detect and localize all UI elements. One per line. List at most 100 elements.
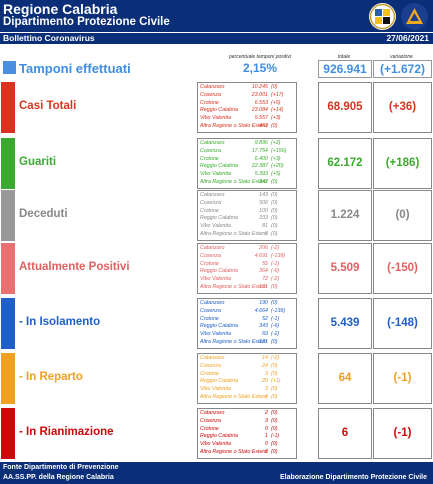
province-delta: (-6): [271, 268, 280, 275]
province-value: 506: [259, 199, 268, 206]
province-delta: (0): [271, 441, 278, 448]
province-name: Crotone: [200, 207, 219, 214]
tamponi-pct: 2,15%: [242, 61, 278, 75]
province-value: 342: [259, 179, 268, 185]
province-name: Cosenza: [200, 252, 221, 259]
province-delta: (0): [271, 394, 278, 400]
province-name: Cosenza: [200, 199, 221, 206]
section-4: Attualmente Positivi Catanzaro 206 (-2) Cose…: [0, 243, 433, 294]
province-value: 6.553: [254, 99, 268, 106]
province-delta: (+2): [271, 140, 281, 146]
province-name: Crotone: [200, 315, 219, 322]
province-delta: (-2): [271, 245, 280, 251]
province-name: Crotone: [200, 370, 219, 377]
section-variation: (-148): [373, 298, 432, 349]
province-delta: (+3): [271, 115, 281, 122]
province-value: 20: [262, 378, 268, 385]
section-3: Deceduti Catanzaro 143 (0) Cosenza 506 (0) Crot…: [0, 190, 433, 241]
bulletin-date: 27/06/2021: [386, 33, 429, 43]
province-name: Crotone: [200, 99, 219, 106]
section-5: - In Isolamento Catanzaro 190 (0) Cosenza 4.6…: [0, 298, 433, 349]
province-delta: (-139): [271, 307, 286, 314]
province-delta: (0): [271, 231, 278, 237]
section-total: 1.224: [318, 190, 372, 241]
province-value: 143: [259, 192, 268, 198]
province-value: 121: [259, 284, 268, 290]
province-value: 6.400: [254, 155, 268, 162]
section-name: Casi Totali: [19, 100, 77, 112]
section-variation: (+186): [373, 138, 432, 189]
province-value: 4.691: [254, 252, 268, 259]
bulletin-bar: Bollettino Coronavirus 27/06/2021: [0, 33, 433, 44]
province-value: 0: [265, 441, 268, 448]
province-value: 55: [262, 260, 268, 267]
province-value: 0: [265, 394, 268, 400]
section-variation: (-1): [373, 408, 432, 459]
footer-source: Fonte Dipartimento di Prevenzione: [3, 464, 119, 471]
province-value: 24: [262, 362, 268, 369]
province-name: Reggio Calabria: [200, 323, 238, 330]
province-delta: (0): [271, 300, 278, 306]
province-value: 3: [265, 417, 268, 424]
province-name: Reggio Calabria: [200, 268, 238, 275]
province-box: [197, 138, 297, 189]
province-name: Altra Regione o Stato Estero: [200, 339, 268, 345]
section-total: 62.172: [318, 138, 372, 189]
province-value: 2: [265, 410, 268, 416]
province-box: [197, 408, 297, 459]
section-variation: (-150): [373, 243, 432, 294]
section-color-bar: [1, 82, 15, 133]
province-value: 9.896: [254, 140, 268, 146]
province-name: Vibo Valentia: [200, 276, 231, 283]
province-value: 5.393: [254, 171, 268, 178]
province-value: 206: [259, 245, 268, 251]
header-banner: Regione Calabria Dipartimento Protezione…: [0, 0, 433, 32]
province-name: Crotone: [200, 260, 219, 267]
province-value: 0: [265, 231, 268, 237]
province-delta: (-2): [271, 355, 280, 361]
province-name: Cosenza: [200, 417, 221, 424]
province-value: 69: [262, 331, 268, 338]
section-color-bar: [1, 298, 15, 349]
tamponi-marker-icon: [3, 61, 16, 74]
province-delta: (0): [271, 207, 278, 214]
province-name: Reggio Calabria: [200, 163, 238, 170]
province-name: Catanzaro: [200, 245, 225, 251]
province-delta: (0): [271, 192, 278, 198]
province-delta: (-2): [271, 276, 280, 283]
province-name: Reggio Calabria: [200, 107, 238, 114]
protezione-civile-logo-icon: [401, 3, 428, 30]
section-color-bar: [1, 243, 15, 294]
province-delta: (0): [271, 284, 278, 290]
province-delta: (-1): [271, 315, 280, 322]
province-name: Crotone: [200, 155, 219, 162]
province-value: 0: [265, 449, 268, 455]
province-delta: (0): [271, 84, 278, 90]
col-header-tot: totale: [337, 54, 351, 60]
province-name: Catanzaro: [200, 84, 225, 90]
province-value: 5.557: [254, 115, 268, 122]
province-value: 463: [259, 123, 268, 129]
province-name: Altra Regione o Stato Estero: [200, 123, 268, 129]
section-color-bar: [1, 138, 15, 189]
province-delta: (+20): [271, 163, 284, 170]
province-name: Catanzaro: [200, 140, 225, 146]
footer-banner: Fonte Dipartimento di Prevenzione AA.SS.…: [0, 462, 433, 484]
province-delta: (-2): [271, 331, 280, 338]
province-value: 121: [259, 339, 268, 345]
province-delta: (-1): [271, 433, 280, 440]
section-total: 68.905: [318, 82, 372, 133]
footer-asp: AA.SS.PP. della Regione Calabria: [3, 474, 114, 481]
province-value: 23.001: [251, 91, 268, 98]
section-color-bar: [1, 190, 15, 241]
province-value: 190: [259, 300, 268, 306]
province-delta: (0): [271, 199, 278, 206]
province-delta: (0): [271, 223, 278, 230]
province-delta: (0): [271, 386, 278, 393]
tamponi-label: Tamponi effettuati: [19, 61, 131, 76]
province-delta: (0): [271, 425, 278, 432]
section-1: Casi Totali Catanzaro 10.245 (0) Cosenza 23.0…: [0, 82, 433, 133]
province-value: 333: [259, 215, 268, 222]
province-name: Cosenza: [200, 91, 221, 98]
tamponi-variation: (+1.672): [373, 60, 432, 78]
